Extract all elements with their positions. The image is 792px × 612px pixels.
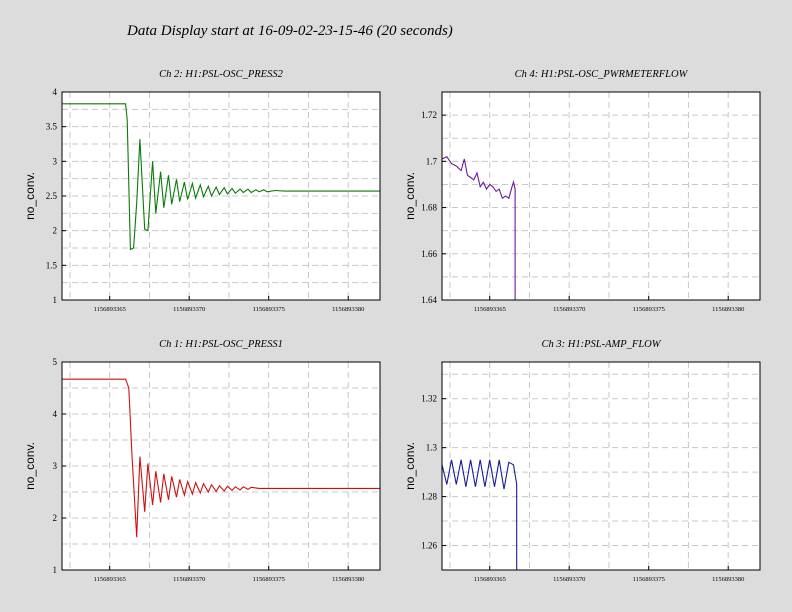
chart-panel-ch3: 1.26 1.28 1.3 1.32 1156893365 1156893370 11568… <box>403 339 761 583</box>
x-tick-label: 1156893380 <box>332 576 364 583</box>
y-tick-label: 1.64 <box>421 295 437 305</box>
y-tick-label: 1.26 <box>421 541 437 551</box>
x-tick-label: 1156893365 <box>474 306 506 313</box>
plot-area <box>442 362 760 570</box>
y-tick-label: 1.5 <box>46 260 58 270</box>
y-tick-label: 1.72 <box>421 110 437 120</box>
y-tick-label: 4 <box>53 87 58 97</box>
y-tick-label: 1.68 <box>421 203 437 213</box>
x-tick-label: 1156893370 <box>173 576 205 583</box>
x-tick-label: 1156893380 <box>712 576 744 583</box>
series-line-ch3-0 <box>442 459 518 570</box>
series-line-ch1-0 <box>62 378 380 538</box>
y-tick-label: 4 <box>53 409 58 419</box>
chart-title: Ch 1: H1:PSL-OSC_PRESS1 <box>159 339 283 350</box>
chart-title: Ch 2: H1:PSL-OSC_PRESS2 <box>159 69 283 80</box>
y-axis-label: no_conv. <box>403 442 417 490</box>
y-tick-label: 1.3 <box>426 443 438 453</box>
x-tick-label: 1156893370 <box>553 306 585 313</box>
y-tick-label: 3.5 <box>46 122 58 132</box>
series-line-ch4-0 <box>442 155 516 300</box>
y-tick-label: 1.28 <box>421 492 437 502</box>
x-tick-label: 1156893380 <box>332 306 364 313</box>
page-title: Data Display start at 16-09-02-23-15-46 … <box>127 23 453 39</box>
chart-panel-ch2: 1 1.5 2 2.5 3 3.5 4 1156893365 1156893370 1156893… <box>23 69 381 313</box>
chart-panel-ch4: 1.64 1.66 1.68 1.7 1.72 1156893365 1156893370 1… <box>403 69 761 313</box>
y-tick-label: 2.5 <box>46 191 58 201</box>
y-axis-label: no_conv. <box>23 442 37 490</box>
y-tick-label: 2 <box>53 226 58 236</box>
y-tick-label: 3 <box>53 156 58 166</box>
y-tick-label: 5 <box>53 357 58 367</box>
x-tick-label: 1156893365 <box>94 576 126 583</box>
plot-area <box>442 92 760 300</box>
y-axis-label: no_conv. <box>23 172 37 220</box>
series-line-ch2-0 <box>62 103 380 251</box>
y-tick-label: 1.32 <box>421 394 437 404</box>
y-tick-label: 1.7 <box>426 156 438 166</box>
x-tick-label: 1156893365 <box>94 306 126 313</box>
plot-frame <box>441 91 761 301</box>
plot-frame <box>441 361 761 571</box>
x-tick-label: 1156893375 <box>633 576 665 583</box>
y-axis-label: no_conv. <box>403 172 417 220</box>
chart-title: Ch 4: H1:PSL-OSC_PWRMETERFLOW <box>515 69 689 80</box>
x-tick-label: 1156893380 <box>712 306 744 313</box>
chart-title: Ch 3: H1:PSL-AMP_FLOW <box>542 339 662 350</box>
y-tick-label: 1.66 <box>421 249 437 259</box>
chart-panel-ch1: 1 2 3 4 5 1156893365 1156893370 1156893375 11568… <box>23 339 381 583</box>
y-tick-label: 2 <box>53 513 58 523</box>
y-tick-label: 3 <box>53 461 58 471</box>
x-tick-label: 1156893365 <box>474 576 506 583</box>
y-tick-label: 1 <box>53 565 58 575</box>
x-tick-label: 1156893370 <box>553 576 585 583</box>
x-tick-label: 1156893370 <box>173 306 205 313</box>
y-tick-label: 1 <box>53 295 58 305</box>
x-tick-label: 1156893375 <box>253 576 285 583</box>
x-tick-label: 1156893375 <box>253 306 285 313</box>
x-tick-label: 1156893375 <box>633 306 665 313</box>
